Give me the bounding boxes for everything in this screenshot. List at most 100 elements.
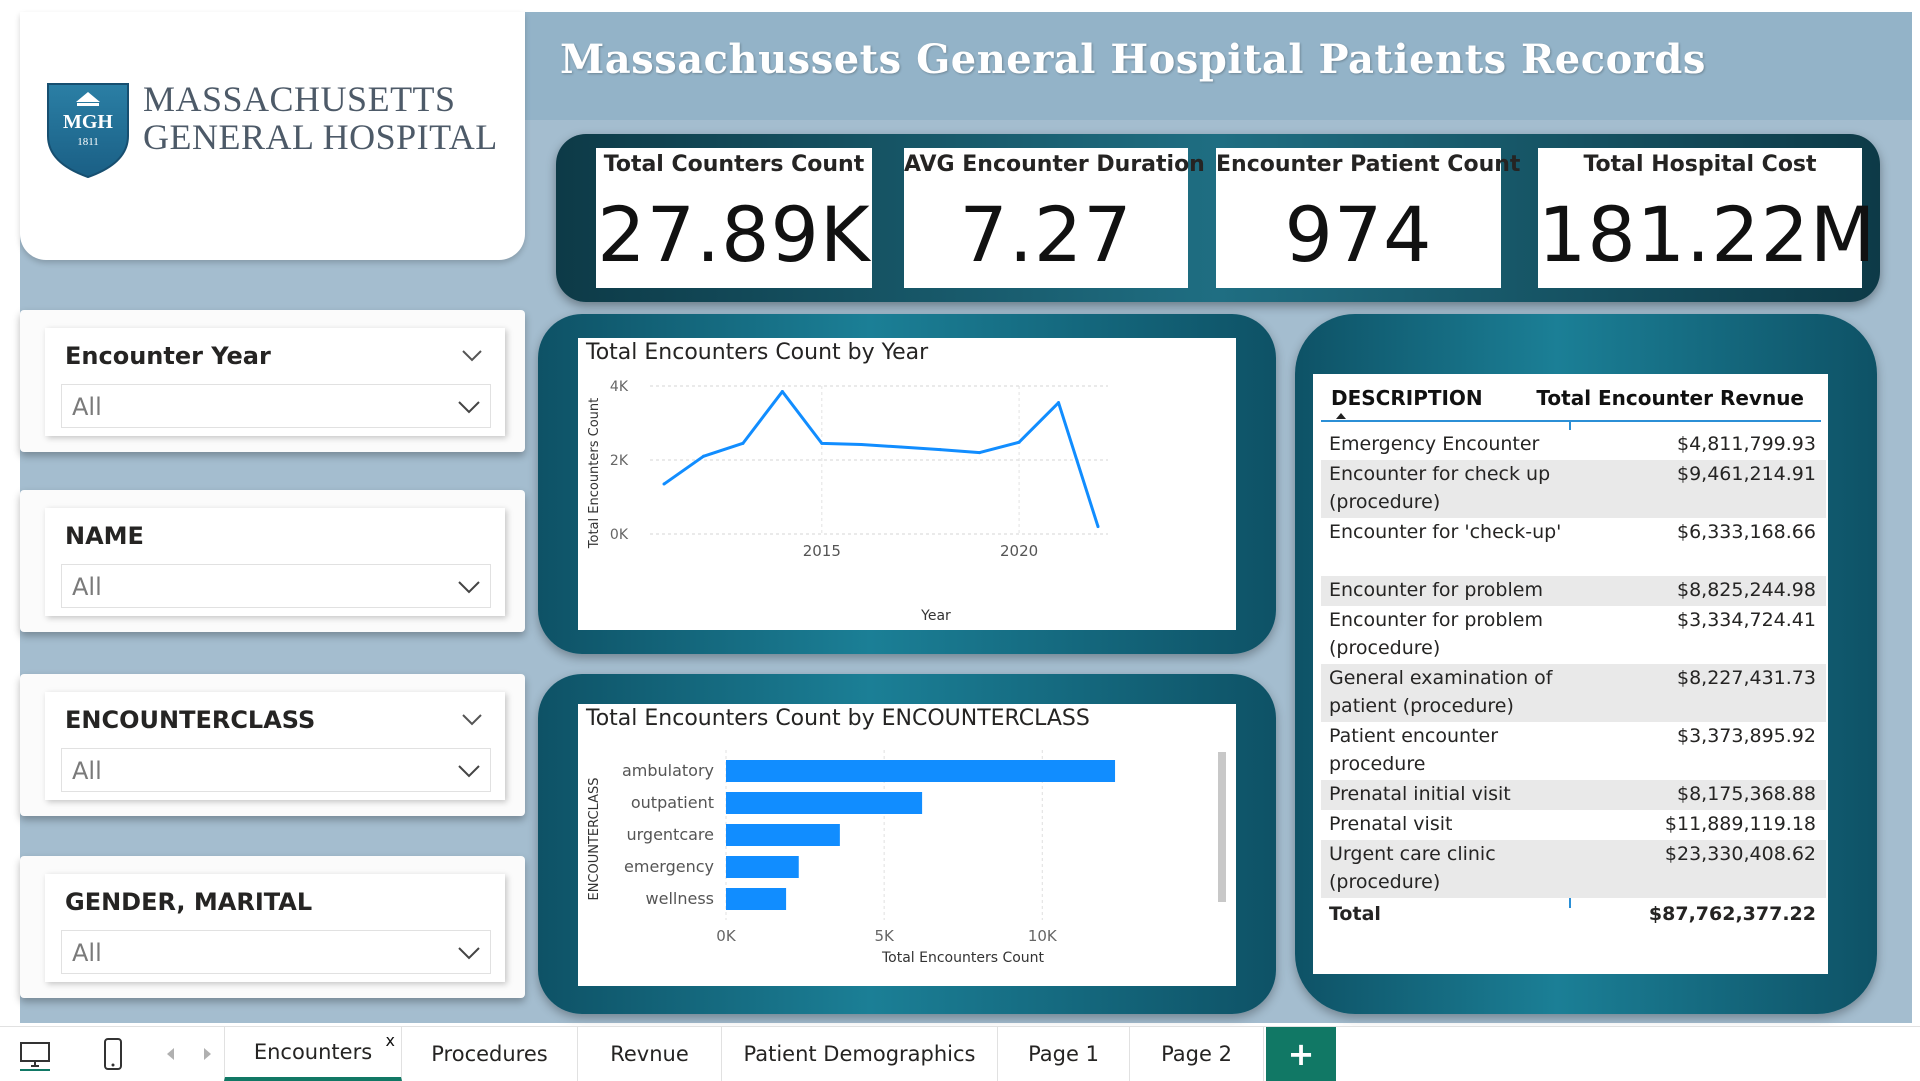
- bar-chart-panel[interactable]: Total Encounters Count by ENCOUNTERCLASS…: [578, 704, 1236, 986]
- x-axis-label: Year: [920, 608, 951, 624]
- slicer-name: NAME All: [20, 490, 525, 632]
- tab-label: Encounters: [253, 1040, 373, 1064]
- x-axis-label: Total Encounters Count: [881, 950, 1045, 966]
- data-point: [978, 451, 982, 455]
- slicer-dropdown[interactable]: All: [61, 384, 491, 428]
- row-description: Encounter for check up (procedure): [1329, 463, 1551, 513]
- table-row[interactable]: Encounter for check up (procedure) $9,461…: [1321, 460, 1826, 518]
- add-page-button[interactable]: +: [1266, 1027, 1336, 1081]
- y-axis-label: Total Encounters Count: [587, 398, 602, 549]
- row-description: General examination of patient (procedur…: [1329, 667, 1553, 717]
- kpi-label: Total Counters Count: [603, 152, 865, 177]
- slicer-card: NAME All: [45, 508, 505, 616]
- table-row[interactable]: Urgent care clinic (procedure) $23,330,40…: [1321, 840, 1826, 898]
- slicer-dropdown[interactable]: All: [61, 930, 491, 974]
- hospital-name-line2: GENERAL HOSPITAL: [143, 117, 498, 157]
- category-label: wellness: [646, 889, 714, 908]
- tab-encounters[interactable]: Encounters x: [224, 1027, 402, 1081]
- kpi-value: 7.27: [959, 190, 1133, 279]
- hospital-name-line1: MASSACHUSETTS: [143, 79, 456, 119]
- tab-patient-demographics[interactable]: Patient Demographics: [722, 1027, 998, 1081]
- kpi-label: Encounter Patient Count: [1216, 152, 1521, 177]
- row-description: Patient encounter procedure: [1329, 725, 1499, 775]
- shield-text: MGH: [63, 111, 113, 133]
- chevron-down-icon[interactable]: [458, 396, 480, 418]
- row-description: Urgent care clinic (procedure): [1329, 843, 1496, 893]
- bar: [726, 856, 799, 878]
- line-chart-panel[interactable]: Total Encounters Count by Year 0K 2K 4K 201…: [578, 338, 1236, 630]
- column-header-revenue[interactable]: Total Encounter Revnue: [1536, 386, 1804, 410]
- tab-label: Revnue: [610, 1042, 689, 1066]
- row-revenue: $6,333,168.66: [1676, 521, 1816, 543]
- tab-page-2[interactable]: Page 2: [1130, 1027, 1264, 1081]
- mobile-view-icon[interactable]: [96, 1037, 130, 1071]
- row-revenue: $11,889,119.18: [1664, 813, 1816, 835]
- hospital-name: MASSACHUSETTS GENERAL HOSPITAL: [143, 80, 498, 156]
- data-point: [938, 448, 942, 452]
- total-label: Total: [1329, 903, 1381, 925]
- bar: [726, 888, 787, 910]
- row-description: Encounter for problem (procedure): [1329, 609, 1543, 659]
- chevron-down-icon[interactable]: [461, 708, 483, 730]
- tab-page-1[interactable]: Page 1: [998, 1027, 1130, 1081]
- data-point: [780, 390, 784, 394]
- kpi-card-patient-count: Encounter Patient Count 974: [1216, 148, 1521, 288]
- y-tick-label: 2K: [610, 453, 629, 469]
- bar: [726, 760, 1116, 782]
- table-row[interactable]: Patient encounter procedure $3,373,895.92: [1321, 722, 1826, 780]
- kpi-label: AVG Encounter Duration: [904, 152, 1205, 177]
- slicer-value: All: [72, 393, 102, 421]
- row-revenue: $8,175,368.88: [1676, 783, 1816, 805]
- data-point: [1096, 525, 1100, 529]
- next-page-icon[interactable]: [190, 1037, 224, 1071]
- x-tick-label: 0K: [716, 927, 737, 945]
- series-line: [663, 390, 1100, 528]
- category-label: ambulatory: [622, 761, 714, 780]
- row-description: Prenatal visit: [1329, 813, 1453, 835]
- slicer-dropdown[interactable]: All: [61, 748, 491, 792]
- table-row[interactable]: Emergency Encounter $4,811,799.93: [1321, 430, 1826, 460]
- mgh-shield-logo: MGH 1811: [47, 83, 129, 178]
- logo-card: MGH 1811 MASSACHUSETTS GENERAL HOSPITAL: [20, 12, 525, 260]
- row-description: Encounter for problem: [1329, 579, 1543, 601]
- table-row[interactable]: General examination of patient (procedur…: [1321, 664, 1826, 722]
- total-value: $87,762,377.22: [1648, 903, 1816, 925]
- scrollbar[interactable]: [1218, 752, 1226, 902]
- table-row[interactable]: Encounter for problem $8,825,244.98: [1321, 576, 1826, 606]
- kpi-value: 181.22M: [1538, 190, 1877, 279]
- slicer-title: GENDER, MARITAL: [65, 888, 313, 916]
- slicer-card: ENCOUNTERCLASS All: [45, 692, 505, 800]
- bar: [726, 824, 840, 846]
- data-point: [1017, 440, 1021, 444]
- data-point: [859, 442, 863, 446]
- revenue-table[interactable]: DESCRIPTION Total Encounter Revnue Emerg…: [1313, 374, 1828, 974]
- data-point: [1057, 401, 1061, 405]
- column-header-description[interactable]: DESCRIPTION: [1331, 386, 1483, 410]
- category-label: emergency: [624, 857, 714, 876]
- data-point: [741, 441, 745, 445]
- chevron-down-icon[interactable]: [458, 576, 480, 598]
- tab-revnue[interactable]: Revnue: [578, 1027, 722, 1081]
- tab-procedures[interactable]: Procedures: [402, 1027, 578, 1081]
- data-point: [662, 482, 666, 486]
- slicer-encounter-year: Encounter Year All: [20, 310, 525, 452]
- row-revenue: $3,373,895.92: [1676, 725, 1816, 747]
- kpi-value: 974: [1284, 190, 1433, 279]
- close-tab-icon[interactable]: x: [385, 1031, 395, 1050]
- table-row[interactable]: Prenatal visit $11,889,119.18: [1321, 810, 1826, 840]
- desktop-view-icon[interactable]: [18, 1037, 52, 1071]
- tab-label: Page 2: [1161, 1042, 1232, 1066]
- previous-page-icon[interactable]: [154, 1037, 188, 1071]
- slicer-dropdown[interactable]: All: [61, 564, 491, 608]
- chevron-down-icon[interactable]: [458, 942, 480, 964]
- kpi-value: 27.89K: [597, 190, 871, 279]
- slicer-title: ENCOUNTERCLASS: [65, 706, 316, 734]
- table-row[interactable]: Encounter for problem (procedure) $3,334,…: [1321, 606, 1826, 664]
- chevron-down-icon[interactable]: [458, 760, 480, 782]
- slicer-title: Encounter Year: [65, 342, 271, 370]
- slicer-value: All: [72, 757, 102, 785]
- row-revenue: $8,825,244.98: [1676, 579, 1816, 601]
- chevron-down-icon[interactable]: [461, 344, 483, 366]
- table-row[interactable]: Encounter for 'check-up' $6,333,168.66: [1321, 518, 1826, 576]
- table-row[interactable]: Prenatal initial visit $8,175,368.88: [1321, 780, 1826, 810]
